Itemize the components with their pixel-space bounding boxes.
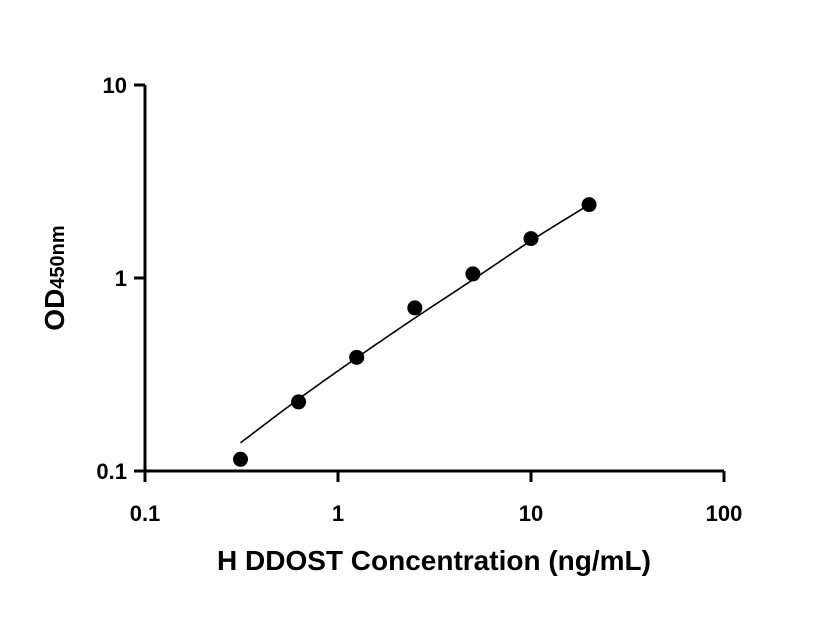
data-point	[581, 197, 597, 213]
data-point	[523, 231, 539, 247]
data-point	[291, 394, 307, 410]
ticks: 0.1 1 10 100 0.1 1 10	[96, 73, 742, 526]
y-axis-title: OD450nm	[39, 225, 70, 330]
x-tick-label: 10	[519, 501, 543, 526]
y-tick-label: 10	[103, 73, 127, 98]
data-points	[233, 197, 597, 467]
data-point	[349, 349, 365, 365]
x-axis-title: H DDOST Concentration (ng/mL)	[217, 545, 651, 576]
data-point	[233, 451, 249, 467]
y-tick-label: 0.1	[96, 459, 127, 484]
y-axis-title-main: OD	[39, 289, 70, 331]
axes	[143, 85, 724, 473]
data-point	[465, 266, 481, 282]
x-tick-label: 1	[332, 501, 344, 526]
x-tick-label: 0.1	[130, 501, 161, 526]
y-axis-title-subscript: 450nm	[47, 225, 69, 288]
x-tick-label: 100	[706, 501, 743, 526]
y-tick-label: 1	[115, 266, 127, 291]
data-point	[407, 300, 423, 316]
